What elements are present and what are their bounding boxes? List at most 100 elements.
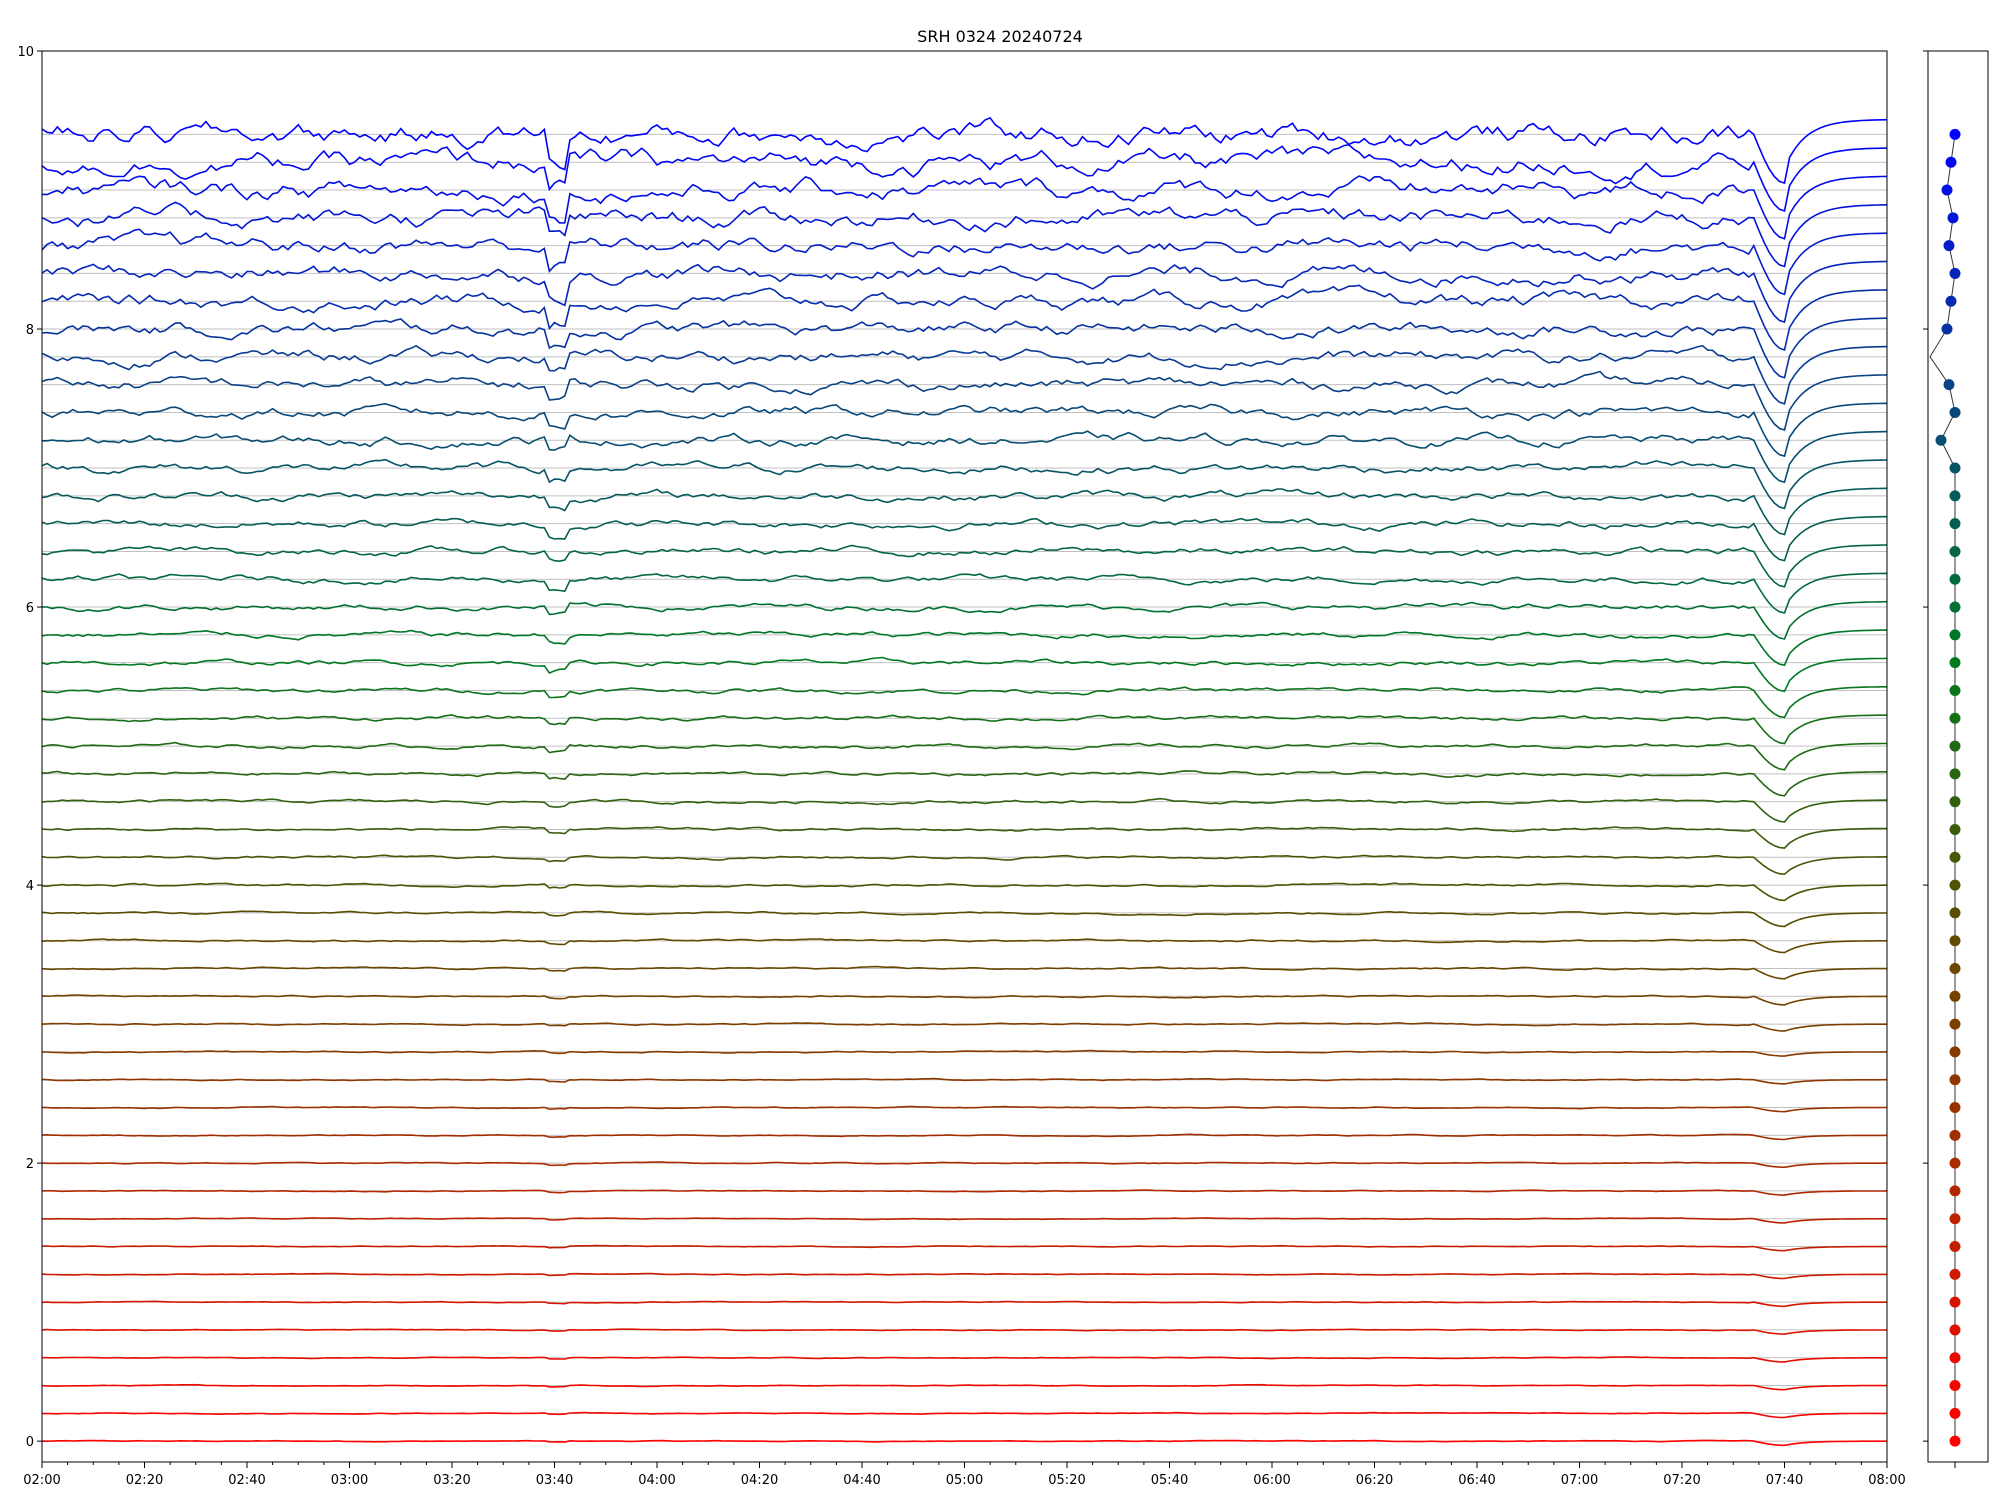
side-marker (1949, 712, 1961, 724)
series-line (41, 1244, 1887, 1252)
x-tick-label: 07:00 (1561, 1473, 1598, 1488)
series-line (41, 284, 1888, 351)
x-tick-label: 04:40 (843, 1473, 880, 1488)
series-line (41, 825, 1887, 849)
x-tick-label: 06:20 (1356, 1473, 1393, 1488)
series-line (41, 1105, 1887, 1113)
side-marker (1949, 851, 1961, 863)
x-tick-label: 02:20 (126, 1473, 163, 1488)
side-marker (1949, 1435, 1961, 1447)
y-tick-label: 8 (26, 323, 34, 338)
side-marker (1945, 295, 1957, 307)
series-line (41, 572, 1887, 614)
series-line (41, 1049, 1887, 1057)
y-tick-label: 0 (26, 1435, 34, 1450)
series-line (41, 1272, 1887, 1280)
series-line (41, 1077, 1887, 1085)
series-line (41, 1328, 1887, 1335)
side-marker (1949, 768, 1961, 780)
side-marker (1949, 545, 1961, 557)
side-marker (1935, 434, 1947, 446)
side-marker (1949, 1213, 1961, 1225)
side-marker (1949, 490, 1961, 502)
side-marker (1949, 1268, 1961, 1280)
x-tick-label: 05:20 (1048, 1473, 1085, 1488)
side-marker (1949, 796, 1961, 808)
y-axis: 0 2 4 6 8 10 (17, 45, 1928, 1450)
series-line (41, 629, 1887, 667)
y-tick-label: 2 (26, 1157, 34, 1172)
series-line (41, 910, 1887, 928)
series-line (41, 994, 1887, 1006)
side-panel (1929, 128, 1961, 1468)
series-line (41, 882, 1887, 902)
side-marker (1949, 1380, 1961, 1392)
series-line (41, 1217, 1887, 1224)
series-line (41, 317, 1888, 379)
grid-lines (42, 133, 1887, 1442)
side-marker (1949, 267, 1961, 279)
x-axis: 02:00 02:20 02:40 03:00 03:20 03:40 04:00 04:20… (23, 1462, 1906, 1488)
x-tick-label: 03:20 (433, 1473, 470, 1488)
side-marker (1945, 156, 1957, 168)
series-line (42, 1189, 1888, 1196)
x-tick-label: 02:40 (228, 1473, 265, 1488)
series-line (41, 402, 1888, 458)
series-line (41, 714, 1888, 745)
series-line (41, 854, 1888, 876)
x-tick-label: 03:00 (331, 1473, 368, 1488)
side-marker (1949, 629, 1961, 641)
series-line (41, 201, 1888, 268)
side-marker (1949, 907, 1961, 919)
series-lines (41, 116, 1888, 1447)
series-line (41, 965, 1887, 980)
series-line (41, 1161, 1888, 1169)
series-line (42, 430, 1888, 484)
x-tick-label: 04:20 (741, 1473, 778, 1488)
side-marker (1949, 1129, 1961, 1141)
side-marker (1949, 1407, 1961, 1419)
series-line (41, 741, 1887, 771)
x-tick-label: 06:40 (1458, 1473, 1495, 1488)
series-line (41, 797, 1888, 823)
side-marker (1949, 935, 1961, 947)
series-line (41, 938, 1887, 954)
main-plot-frame (41, 50, 1888, 1463)
side-marker (1949, 1018, 1961, 1030)
series-line (41, 770, 1887, 797)
side-marker (1949, 1241, 1961, 1253)
side-marker (1949, 1157, 1961, 1169)
x-tick-label: 05:40 (1151, 1473, 1188, 1488)
x-tick-label: 06:00 (1253, 1473, 1290, 1488)
series-line (41, 1439, 1887, 1447)
series-line (41, 544, 1888, 588)
x-tick-label: 04:00 (638, 1473, 675, 1488)
side-marker (1949, 1296, 1961, 1308)
series-line (41, 228, 1888, 296)
side-marker (1949, 962, 1961, 974)
series-line (41, 344, 1888, 405)
side-marker (1947, 212, 1959, 224)
series-line (41, 515, 1887, 562)
y-tick-label: 4 (26, 879, 34, 894)
chart-title: SRH 0324 20240724 (917, 27, 1083, 46)
side-marker (1943, 240, 1955, 252)
side-marker (1949, 518, 1961, 530)
series-line (41, 1133, 1888, 1141)
side-marker (1949, 1352, 1961, 1364)
y-tick-label: 10 (17, 45, 34, 60)
side-marker (1949, 1046, 1961, 1058)
side-marker (1949, 573, 1961, 585)
side-marker (1949, 879, 1961, 891)
x-tick-label: 05:00 (946, 1473, 983, 1488)
side-marker (1949, 1102, 1961, 1114)
series-line (41, 656, 1888, 693)
side-marker (1949, 823, 1961, 835)
series-line (41, 116, 1888, 185)
side-marker (1941, 184, 1953, 196)
x-tick-label: 03:40 (536, 1473, 573, 1488)
series-line (41, 1383, 1887, 1391)
series-line (41, 686, 1887, 719)
series-line (42, 1356, 1887, 1363)
